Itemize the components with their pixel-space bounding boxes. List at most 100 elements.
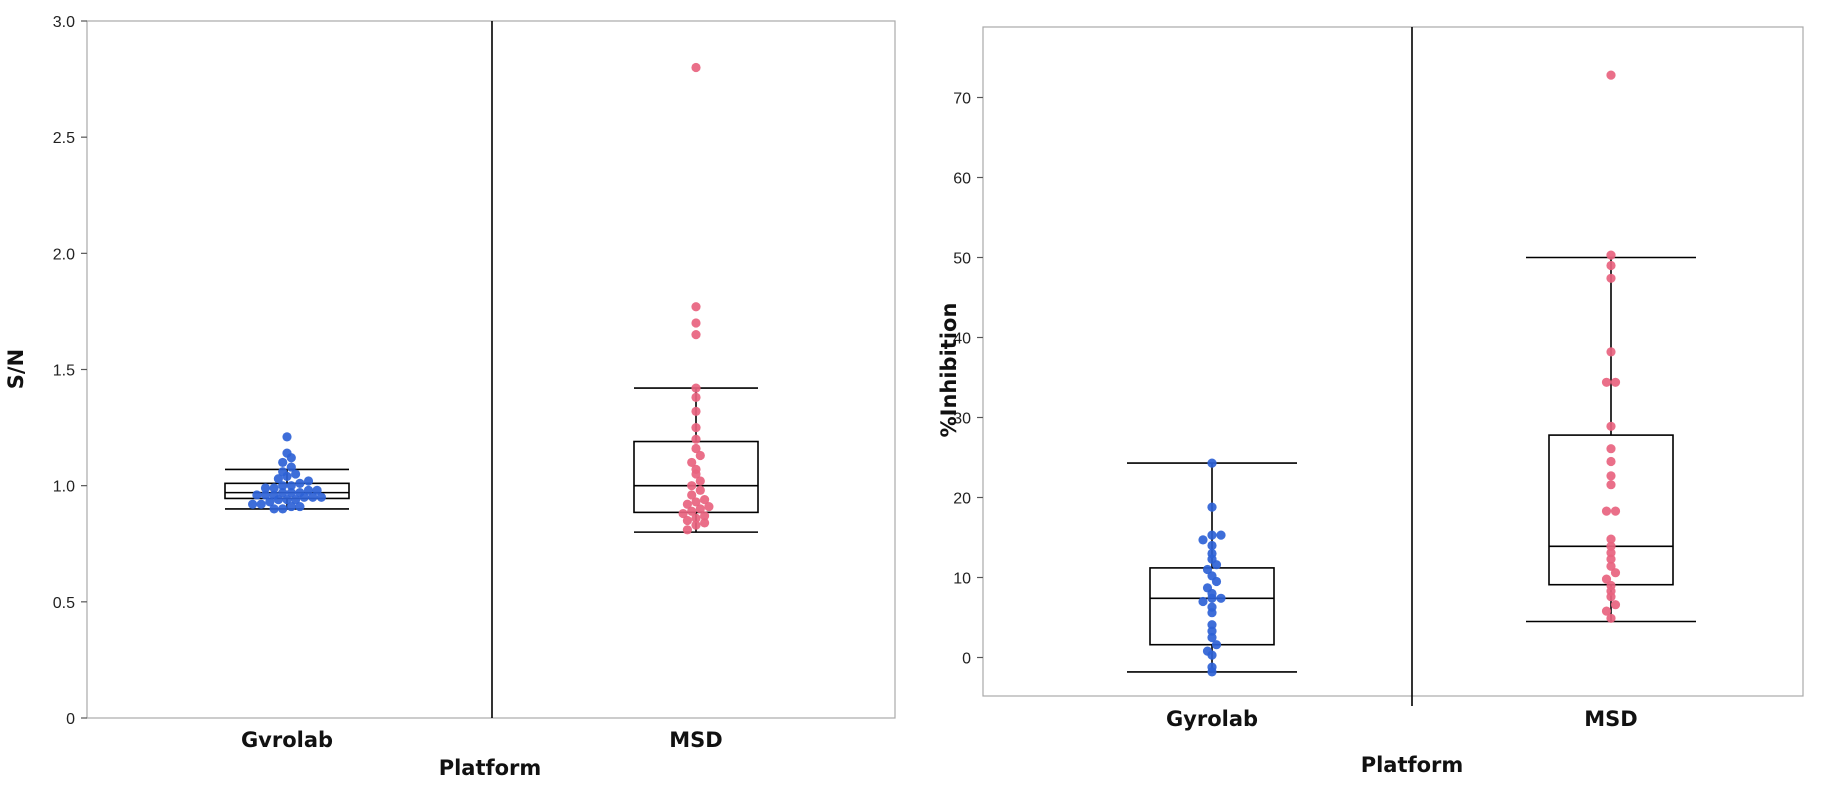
- data-point: [691, 520, 701, 530]
- data-point: [1207, 530, 1217, 540]
- data-point: [691, 330, 701, 340]
- data-point: [691, 513, 701, 523]
- data-point: [299, 492, 309, 502]
- data-point: [1211, 560, 1222, 570]
- inhibition-chart: 0 10 20 30 40 50 60 70 Gyrolab MSD Platform %In…: [937, 26, 1804, 777]
- data-point: [273, 495, 283, 505]
- y-tick-label: 0: [66, 711, 75, 728]
- data-point: [1606, 260, 1616, 271]
- data-point: [1606, 456, 1616, 467]
- data-point: [1606, 592, 1616, 602]
- y-axis: 0 0.5 1.0 1.5 2.0 2.5 3.0: [53, 14, 87, 728]
- y-tick-label: 2.0: [53, 246, 75, 263]
- y-axis: 0 10 20 30 40 50 60 70: [953, 91, 983, 668]
- data-point: [1606, 561, 1616, 571]
- data-point: [1211, 576, 1222, 587]
- data-point: [278, 457, 288, 468]
- y-tick-label: 30: [953, 411, 971, 428]
- data-points: [248, 62, 714, 535]
- data-point: [1601, 606, 1612, 616]
- data-point: [1207, 608, 1217, 618]
- data-point: [695, 476, 705, 486]
- y-tick-label: 3.0: [53, 14, 75, 31]
- y-tick-label: 50: [953, 251, 971, 268]
- data-point: [260, 483, 271, 493]
- data-point: [303, 476, 314, 486]
- data-point: [695, 450, 705, 461]
- data-point: [278, 481, 288, 491]
- data-point: [303, 485, 314, 495]
- data-point: [695, 504, 705, 514]
- data-point: [1207, 540, 1217, 551]
- category-label-msd: MSD: [669, 728, 722, 752]
- data-point: [1606, 548, 1616, 558]
- data-point: [691, 443, 701, 454]
- y-axis-title: %Inhibition: [937, 303, 961, 438]
- sn-chart: 0 0.5 1.0 1.5 2.0 2.5 3.0 Gvrolab MSD Platform…: [4, 14, 896, 780]
- data-point: [678, 508, 688, 519]
- data-point: [1606, 480, 1616, 490]
- data-point: [273, 474, 283, 484]
- y-axis-title: S/N: [4, 349, 28, 389]
- data-point: [1207, 650, 1217, 660]
- data-point: [1601, 574, 1612, 584]
- data-point: [286, 501, 296, 512]
- data-point: [260, 490, 271, 500]
- data-point: [682, 515, 693, 526]
- data-points: [1198, 70, 1621, 677]
- data-point: [291, 495, 301, 505]
- data-point: [295, 501, 305, 512]
- data-point: [691, 469, 701, 479]
- y-tick-label: 1.0: [53, 479, 75, 496]
- data-point: [700, 495, 710, 505]
- data-point: [1216, 593, 1226, 603]
- data-point: [1610, 600, 1621, 610]
- y-tick-label: 1.5: [53, 363, 75, 380]
- data-point: [1610, 506, 1621, 516]
- data-point: [286, 453, 296, 463]
- data-point: [269, 483, 279, 493]
- data-point: [1606, 541, 1616, 551]
- data-point: [691, 383, 701, 393]
- data-point: [704, 501, 714, 512]
- data-point: [269, 504, 279, 514]
- data-point: [691, 302, 701, 312]
- plot-frame: [86, 20, 896, 719]
- data-point: [1606, 554, 1616, 564]
- y-tick-label: 2.5: [53, 130, 75, 147]
- data-point: [691, 422, 701, 433]
- data-point: [252, 490, 262, 500]
- data-point: [1207, 458, 1217, 468]
- data-point: [1610, 568, 1621, 578]
- y-tick-label: 60: [953, 171, 971, 188]
- data-point: [256, 499, 266, 509]
- category-label-gvrolab: Gvrolab: [241, 728, 333, 752]
- data-point: [286, 481, 296, 491]
- x-axis-title: Platform: [439, 756, 542, 780]
- data-point: [316, 492, 326, 502]
- x-axis: Gvrolab MSD: [241, 728, 723, 752]
- x-axis: Gyrolab MSD: [1166, 707, 1638, 731]
- data-point: [282, 495, 292, 505]
- y-tick-label: 0.5: [53, 595, 75, 612]
- data-point: [687, 506, 697, 516]
- data-point: [1207, 620, 1217, 630]
- data-point: [1207, 632, 1217, 643]
- data-point: [278, 504, 288, 514]
- data-point: [700, 518, 710, 528]
- data-point: [691, 497, 701, 507]
- data-point: [312, 485, 322, 495]
- data-point: [1610, 377, 1621, 387]
- data-point: [308, 492, 318, 502]
- y-tick-label: 40: [953, 331, 971, 348]
- data-point: [691, 318, 701, 328]
- data-point: [1606, 250, 1616, 260]
- data-point: [1207, 626, 1217, 636]
- data-point: [1198, 596, 1208, 607]
- data-point: [687, 481, 697, 491]
- data-point: [1207, 502, 1217, 512]
- data-point: [1207, 593, 1217, 603]
- data-point: [691, 392, 701, 402]
- data-point: [687, 490, 697, 500]
- data-point: [687, 457, 697, 468]
